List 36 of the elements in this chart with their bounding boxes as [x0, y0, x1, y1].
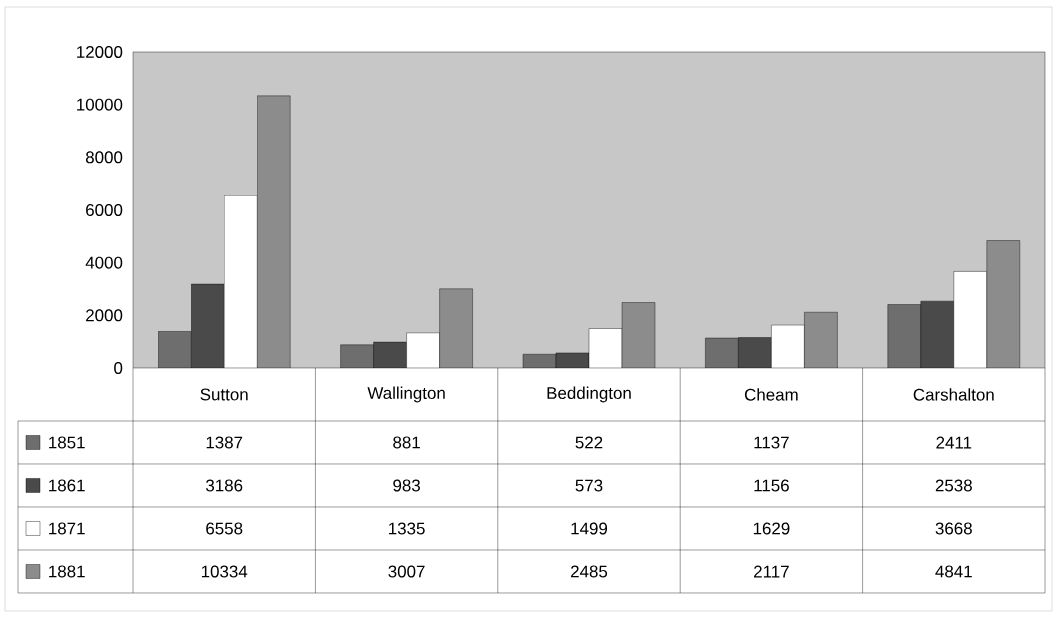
x-tick-label: Carshalton — [913, 388, 994, 401]
data-label: 3668 — [935, 522, 972, 535]
data-label: 983 — [393, 479, 420, 492]
y-tick-label: 0 — [114, 361, 123, 374]
data-label: 1156 — [754, 479, 789, 492]
data-label: 10334 — [201, 565, 248, 578]
legend-label: 1861 — [49, 479, 85, 492]
y-tick-label: 12000 — [77, 45, 123, 58]
legend-label: 1871 — [49, 522, 85, 535]
data-label: 2485 — [571, 565, 608, 578]
data-label: 1499 — [571, 522, 608, 535]
data-label: 4841 — [935, 565, 972, 578]
legend-label: 1881 — [49, 565, 85, 578]
x-tick-label: Beddington — [547, 386, 631, 403]
x-tick-label: Wallington — [367, 386, 445, 403]
y-tick-label: 4000 — [85, 256, 123, 269]
y-tick-label: 6000 — [86, 203, 123, 216]
data-label: 2411 — [936, 436, 972, 449]
y-tick-label: 2000 — [86, 309, 123, 322]
data-label: 6558 — [206, 522, 243, 535]
data-label: 881 — [393, 436, 420, 449]
data-label: 573 — [575, 479, 603, 492]
y-tick-label: 8000 — [85, 151, 123, 164]
x-tick-label: Cheam — [744, 388, 798, 401]
data-label: 1629 — [753, 522, 790, 535]
data-label: 522 — [575, 436, 603, 449]
y-tick-label: 10000 — [77, 98, 123, 111]
data-label: 1137 — [754, 436, 789, 449]
data-label: 3007 — [388, 565, 425, 578]
legend-label: 1851 — [49, 436, 85, 449]
data-label: 1335 — [389, 522, 425, 535]
x-tick-label: Sutton — [200, 388, 248, 401]
data-label: 1387 — [206, 436, 243, 449]
data-label: 2117 — [754, 565, 789, 578]
data-label: 2538 — [935, 479, 972, 492]
data-label: 3186 — [206, 479, 243, 492]
